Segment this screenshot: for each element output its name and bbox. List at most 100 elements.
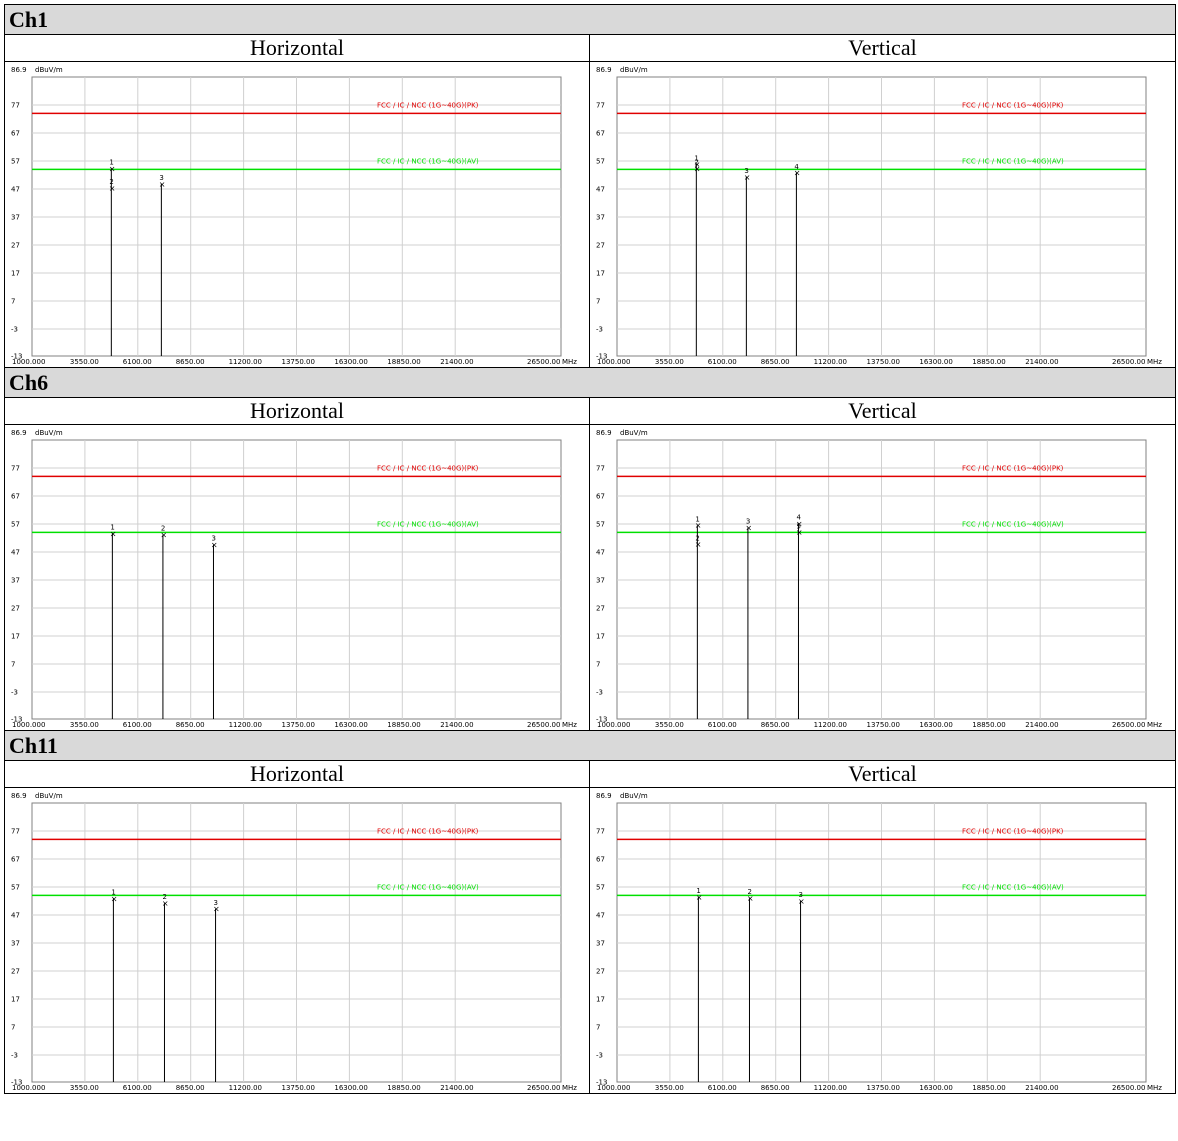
marker-x-icon: ×	[694, 164, 701, 173]
marker-label: 3	[159, 174, 163, 182]
x-tick-label: 26500.00	[1112, 358, 1145, 366]
y-tick-label: 37	[596, 940, 605, 948]
limit-line-label: FCC / IC / NCC (1G~40G)(AV)	[962, 157, 1064, 165]
y-tick-label: 27	[11, 242, 20, 250]
y-tick-label: 17	[11, 996, 20, 1004]
y-unit-label: dBuV/m	[620, 792, 648, 800]
y-tick-label: 57	[596, 521, 605, 529]
polarization-header: Horizontal	[4, 34, 590, 62]
limit-line-label: FCC / IC / NCC (1G~40G)(AV)	[962, 520, 1064, 528]
marker-x-icon: ×	[213, 905, 220, 914]
marker-label: 2	[109, 178, 113, 186]
polarization-header: Horizontal	[4, 397, 590, 425]
polarization-header: Vertical	[589, 397, 1176, 425]
x-tick-label: 11200.00	[814, 1084, 847, 1092]
x-tick-label: 21400.00	[1025, 1084, 1058, 1092]
y-tick-label: 67	[11, 493, 20, 501]
y-tick-label: 47	[11, 549, 20, 557]
x-tick-label: 8650.00	[761, 721, 790, 729]
y-tick-label: 47	[596, 186, 605, 194]
y-tick-label: 67	[11, 130, 20, 138]
x-unit-label: MHz	[1147, 1084, 1162, 1092]
x-tick-label: 6100.00	[708, 721, 737, 729]
y-tick-label: 7	[596, 298, 600, 306]
marker-x-icon: ×	[747, 894, 754, 903]
y-tick-label: -13	[11, 353, 22, 361]
chart-cell: 77 67 57 47 37 27 17 7 -3 -13 86.9 dBuV/m 1000.000 35…	[4, 424, 590, 731]
marker-label: 1	[694, 154, 698, 162]
y-tick-label: 57	[11, 521, 20, 529]
limit-line-label: FCC / IC / NCC (1G~40G)(PK)	[962, 827, 1064, 835]
marker-x-icon: ×	[796, 520, 803, 529]
x-tick-label: 21400.00	[1025, 358, 1058, 366]
y-tick-label: -3	[11, 689, 18, 697]
marker-label: 2	[161, 525, 165, 533]
x-tick-label: 18850.00	[387, 358, 420, 366]
x-tick-label: 1000.000	[597, 358, 630, 366]
x-tick-label: 18850.00	[972, 721, 1005, 729]
marker-x-icon: ×	[694, 160, 701, 169]
marker-label: 1	[696, 887, 700, 895]
marker-x-icon: ×	[162, 899, 169, 908]
y-tick-label: -13	[596, 1079, 607, 1087]
x-tick-label: 21400.00	[440, 1084, 473, 1092]
x-tick-label: 26500.00	[527, 1084, 560, 1092]
marker-x-icon: ×	[794, 169, 801, 178]
y-tick-label: 7	[596, 661, 600, 669]
y-tick-label: 7	[11, 298, 15, 306]
marker-label: 3	[214, 899, 218, 907]
marker-label: 1	[110, 524, 114, 532]
x-tick-label: 3550.00	[655, 721, 684, 729]
y-tick-label: 37	[11, 940, 20, 948]
y-tick-label: 77	[11, 828, 20, 836]
y-unit-label: dBuV/m	[35, 792, 63, 800]
y-tick-label: -13	[596, 716, 607, 724]
x-tick-label: 6100.00	[123, 358, 152, 366]
y-tick-label: 7	[11, 661, 15, 669]
limit-line-label: FCC / IC / NCC (1G~40G)(AV)	[377, 520, 479, 528]
x-tick-label: 8650.00	[176, 1084, 205, 1092]
y-tick-label: 67	[596, 856, 605, 864]
x-tick-label: 16300.00	[334, 358, 367, 366]
marker-label: 3	[744, 167, 748, 175]
y-tick-label: 67	[11, 856, 20, 864]
x-tick-label: 11200.00	[814, 721, 847, 729]
x-tick-label: 13750.00	[867, 358, 900, 366]
chart-cell: 77 67 57 47 37 27 17 7 -3 -13 86.9 dBuV/m 1000.000 35…	[589, 61, 1176, 368]
x-tick-label: 26500.00	[1112, 721, 1145, 729]
y-tick-label: 37	[596, 214, 605, 222]
x-tick-label: 18850.00	[972, 358, 1005, 366]
x-tick-label: 11200.00	[229, 721, 262, 729]
y-tick-label: -3	[596, 689, 603, 697]
x-tick-label: 13750.00	[282, 1084, 315, 1092]
marker-label: 2	[695, 534, 699, 542]
y-tick-label: 17	[596, 270, 605, 278]
polarization-header: Vertical	[589, 34, 1176, 62]
y-tick-label: 67	[596, 130, 605, 138]
y-tick-label: -3	[596, 1052, 603, 1060]
x-tick-label: 6100.00	[123, 1084, 152, 1092]
x-tick-label: 6100.00	[708, 1084, 737, 1092]
marker-x-icon: ×	[745, 523, 752, 532]
marker-label: 2	[694, 159, 698, 167]
limit-line-label: FCC / IC / NCC (1G~40G)(AV)	[962, 883, 1064, 891]
marker-label: 1	[695, 515, 699, 523]
marker-label: 3	[799, 891, 803, 899]
x-tick-label: 21400.00	[440, 721, 473, 729]
y-top-label: 86.9	[596, 429, 612, 437]
x-tick-label: 6100.00	[708, 358, 737, 366]
y-tick-label: -13	[11, 716, 22, 724]
x-tick-label: 18850.00	[387, 1084, 420, 1092]
y-tick-label: 27	[596, 968, 605, 976]
y-tick-label: 77	[596, 102, 605, 110]
limit-line-label: FCC / IC / NCC (1G~40G)(PK)	[962, 101, 1064, 109]
y-tick-label: 7	[11, 1024, 15, 1032]
y-tick-label: 57	[11, 884, 20, 892]
x-tick-label: 3550.00	[70, 358, 99, 366]
chart-cell: 77 67 57 47 37 27 17 7 -3 -13 86.9 dBuV/m 1000.000 35…	[4, 61, 590, 368]
y-tick-label: -3	[11, 1052, 18, 1060]
x-tick-label: 1000.000	[12, 721, 45, 729]
marker-x-icon: ×	[211, 541, 218, 550]
